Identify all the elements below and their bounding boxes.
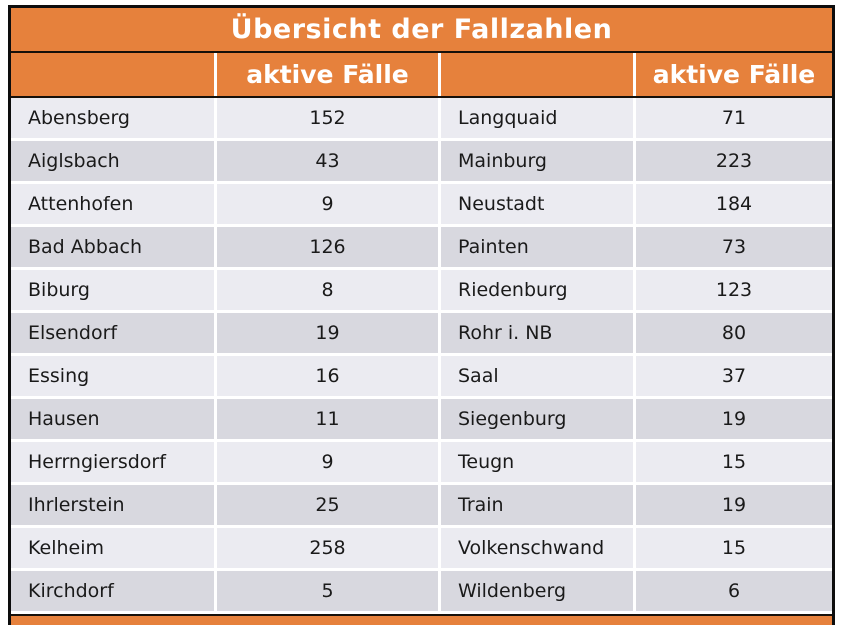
active-cases-value-cell: 16: [217, 356, 438, 396]
active-cases-value-cell: 15: [636, 442, 832, 482]
municipality-name-cell: Riedenburg: [441, 270, 633, 310]
municipality-name-cell: Elsendorf: [11, 313, 214, 353]
active-cases-value-cell: 19: [636, 399, 832, 439]
municipality-name-cell: Painten: [441, 227, 633, 267]
table-title: Übersicht der Fallzahlen: [230, 14, 613, 45]
municipality-name-cell: Essing: [11, 356, 214, 396]
active-cases-value-cell: 19: [217, 313, 438, 353]
municipality-name-cell: Herrngiersdorf: [11, 442, 214, 482]
active-cases-value-cell: 73: [636, 227, 832, 267]
municipality-name-cell: Neustadt: [441, 184, 633, 224]
next-table-header-partial: [11, 616, 832, 625]
municipality-name-cell: Wildenberg: [441, 571, 633, 611]
active-cases-value-cell: 8: [217, 270, 438, 310]
table-subheader-row: aktive Fälle aktive Fälle: [11, 53, 832, 96]
active-cases-value-cell: 152: [217, 98, 438, 138]
table-title-row: Übersicht der Fallzahlen: [11, 8, 832, 51]
title-divider: [11, 51, 832, 53]
municipality-name-cell: Teugn: [441, 442, 633, 482]
active-cases-value-cell: 37: [636, 356, 832, 396]
active-cases-value-cell: 6: [636, 571, 832, 611]
municipality-name-cell: Hausen: [11, 399, 214, 439]
active-cases-value-cell: 9: [217, 184, 438, 224]
active-cases-value-cell: 223: [636, 141, 832, 181]
municipality-name-cell: Volkenschwand: [441, 528, 633, 568]
municipality-name-cell: Kirchdorf: [11, 571, 214, 611]
active-cases-value-cell: 9: [217, 442, 438, 482]
bottom-gap: [11, 611, 832, 614]
active-cases-value-cell: 25: [217, 485, 438, 525]
active-cases-value-cell: 80: [636, 313, 832, 353]
active-cases-value-cell: 11: [217, 399, 438, 439]
municipality-name-cell: Ihrlerstein: [11, 485, 214, 525]
active-cases-value-cell: 184: [636, 184, 832, 224]
subheader-divider: [11, 96, 832, 98]
active-cases-value-cell: 71: [636, 98, 832, 138]
active-cases-value-cell: 43: [217, 141, 438, 181]
table-body: Abensberg 152 Langquaid 71 Aiglsbach 43 Mainbu…: [11, 98, 832, 611]
subheader-cell-empty-left: [11, 53, 214, 96]
municipality-name-cell: Rohr i. NB: [441, 313, 633, 353]
municipality-name-cell: Bad Abbach: [11, 227, 214, 267]
municipality-name-cell: Aiglsbach: [11, 141, 214, 181]
municipality-name-cell: Mainburg: [441, 141, 633, 181]
subheader-cell-active-cases-right: aktive Fälle: [636, 53, 832, 96]
municipality-name-cell: Train: [441, 485, 633, 525]
active-cases-value-cell: 126: [217, 227, 438, 267]
municipality-name-cell: Biburg: [11, 270, 214, 310]
municipality-name-cell: Attenhofen: [11, 184, 214, 224]
municipality-name-cell: Langquaid: [441, 98, 633, 138]
active-cases-value-cell: 19: [636, 485, 832, 525]
active-cases-value-cell: 258: [217, 528, 438, 568]
municipality-name-cell: Kelheim: [11, 528, 214, 568]
municipality-name-cell: Siegenburg: [441, 399, 633, 439]
subheader-cell-active-cases-left: aktive Fälle: [217, 53, 438, 96]
fallzahlen-table: Übersicht der Fallzahlen aktive Fälle ak…: [8, 5, 835, 625]
subheader-cell-empty-right: [441, 53, 633, 96]
active-cases-value-cell: 15: [636, 528, 832, 568]
active-cases-value-cell: 5: [217, 571, 438, 611]
municipality-name-cell: Abensberg: [11, 98, 214, 138]
bottom-divider: [11, 614, 832, 616]
active-cases-value-cell: 123: [636, 270, 832, 310]
municipality-name-cell: Saal: [441, 356, 633, 396]
